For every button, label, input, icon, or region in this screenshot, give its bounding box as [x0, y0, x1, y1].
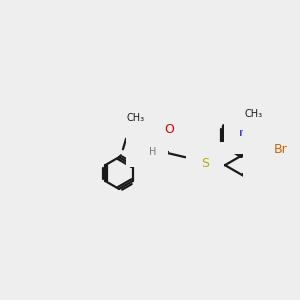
Text: S: S: [201, 157, 209, 170]
Text: CH₃: CH₃: [127, 112, 145, 123]
Text: H: H: [149, 147, 156, 157]
Text: CH₃: CH₃: [245, 109, 263, 118]
Text: N: N: [258, 137, 267, 150]
Text: N: N: [239, 126, 248, 139]
Text: N: N: [258, 159, 267, 172]
Text: Br: Br: [274, 143, 288, 156]
Text: N: N: [141, 139, 150, 152]
Text: O: O: [165, 123, 174, 136]
